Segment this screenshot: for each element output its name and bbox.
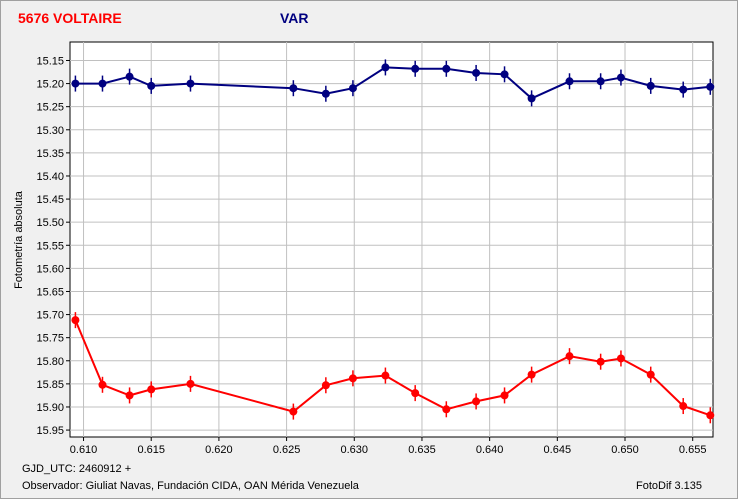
data-point [186, 79, 195, 88]
data-point [442, 64, 451, 73]
y-tick-label: 15.35 [36, 148, 64, 160]
data-point [565, 352, 574, 361]
data-point [679, 85, 688, 94]
data-point [321, 89, 330, 98]
data-point [442, 405, 451, 414]
y-tick-label: 15.95 [36, 425, 64, 437]
data-point [679, 402, 688, 411]
data-point [186, 379, 195, 388]
series-0 [71, 59, 715, 107]
x-tick-label: 0.620 [205, 444, 233, 456]
data-point [71, 79, 80, 88]
y-tick-label: 15.75 [36, 333, 64, 345]
series-label: VAR [280, 10, 309, 26]
plot-area [69, 41, 714, 438]
data-point [348, 374, 357, 383]
y-tick-label: 15.40 [36, 171, 64, 183]
data-point [381, 63, 390, 72]
data-point [565, 77, 574, 86]
data-point [289, 84, 298, 93]
data-point [98, 79, 107, 88]
data-point [381, 371, 390, 380]
observer-label: Observador: Giuliat Navas, Fundación CID… [22, 480, 359, 492]
gjd-label: GJD_UTC: 2460912 + [22, 463, 132, 475]
x-tick-label: 0.615 [137, 444, 165, 456]
data-point [500, 70, 509, 79]
y-tick-label: 15.90 [36, 402, 64, 414]
data-point [348, 84, 357, 93]
data-point [472, 68, 481, 77]
data-point [596, 357, 605, 366]
data-point [125, 391, 134, 400]
y-tick-label: 15.15 [36, 55, 64, 67]
y-tick-label: 15.50 [36, 217, 64, 229]
data-point [472, 397, 481, 406]
data-point [125, 72, 134, 81]
data-point [706, 411, 715, 420]
x-tick-label: 0.635 [408, 444, 436, 456]
y-tick-label: 15.45 [36, 194, 64, 206]
x-tick-label: 0.630 [341, 444, 369, 456]
y-axis-label: Fotometría absoluta [13, 190, 25, 289]
data-point [71, 316, 80, 325]
data-point [321, 381, 330, 390]
x-tick-label: 0.625 [273, 444, 301, 456]
data-point [596, 77, 605, 86]
data-point [616, 354, 625, 363]
x-tick-label: 0.655 [679, 444, 707, 456]
series-group [71, 59, 715, 424]
axis-ticks: 15.15 15.20 15.25 15.30 15.35 15.40 15.45 15.50… [36, 55, 706, 456]
data-point [706, 82, 715, 91]
x-tick-label: 0.610 [70, 444, 98, 456]
y-tick-label: 15.85 [36, 379, 64, 391]
data-point [289, 407, 298, 416]
software-label: FotoDif 3.135 [636, 480, 703, 492]
y-tick-label: 15.30 [36, 125, 64, 137]
y-tick-label: 15.60 [36, 263, 64, 275]
series-1 [71, 312, 715, 424]
y-tick-label: 15.25 [36, 102, 64, 114]
data-point [411, 389, 420, 398]
data-point [500, 391, 509, 400]
y-tick-label: 15.20 [36, 79, 64, 91]
data-point [527, 94, 536, 103]
data-point [527, 370, 536, 379]
y-tick-label: 15.65 [36, 286, 64, 298]
grid-lines [70, 42, 713, 437]
x-tick-label: 0.645 [544, 444, 572, 456]
y-tick-label: 15.80 [36, 356, 64, 368]
y-tick-label: 15.70 [36, 310, 64, 322]
data-point [616, 73, 625, 82]
chart-title: 5676 VOLTAIRE [18, 10, 122, 26]
y-tick-label: 15.55 [36, 240, 64, 252]
data-point [147, 81, 156, 90]
data-point [646, 370, 655, 379]
data-point [411, 64, 420, 73]
data-point [147, 385, 156, 394]
x-tick-label: 0.640 [476, 444, 504, 456]
data-point [98, 380, 107, 389]
data-point [646, 81, 655, 90]
x-tick-label: 0.650 [611, 444, 639, 456]
